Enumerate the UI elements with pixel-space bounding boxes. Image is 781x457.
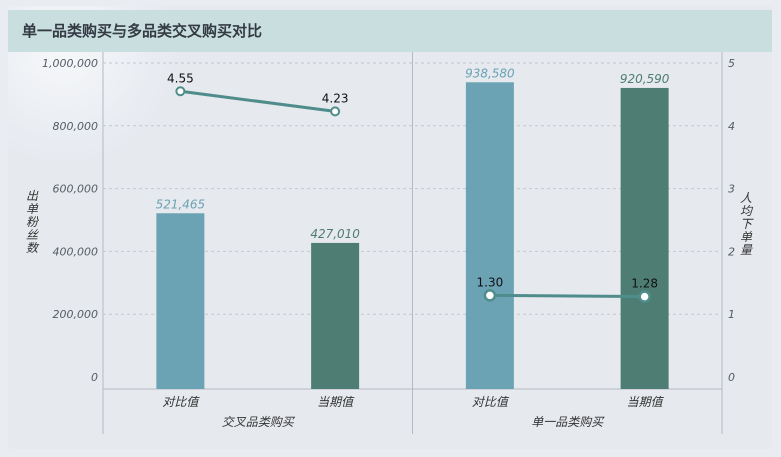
line-point — [483, 289, 497, 302]
line-point — [175, 86, 186, 97]
line-point — [330, 106, 341, 117]
category-tick-label: 当期值 — [317, 395, 355, 409]
bar-value-label: 427,010 — [310, 227, 360, 241]
bar — [156, 213, 205, 389]
left-tick-label: 600,000 — [53, 183, 99, 196]
chart-title: 单一品类购买与多品类交叉购买对比 — [22, 22, 263, 40]
right-tick-label: 3 — [728, 183, 735, 196]
series-line — [180, 89, 336, 113]
bar-value-label: 521,465 — [156, 197, 206, 211]
line-value-label: 4.23 — [322, 91, 349, 105]
line-value-label: 4.55 — [167, 71, 194, 85]
line-point — [638, 290, 651, 303]
category-tick-label: 对比值 — [162, 395, 200, 409]
category-tick-label: 当期值 — [627, 395, 665, 409]
right-tick-label: 5 — [728, 57, 735, 70]
right-tick-label: 1 — [728, 308, 735, 321]
title-bar: 单一品类购买与多品类交叉购买对比 — [8, 10, 772, 52]
bar — [465, 82, 514, 389]
left-tick-label: 0 — [91, 371, 98, 384]
right-tick-label: 2 — [728, 245, 735, 258]
line-value-label: 1.30 — [477, 275, 504, 289]
right-tick-label: 0 — [728, 371, 735, 384]
category-tick-label: 对比值 — [472, 395, 510, 409]
right-tick-label: 4 — [728, 120, 735, 133]
bar-value-label: 938,580 — [465, 66, 515, 80]
group-tick-label: 单一品类购买 — [531, 415, 605, 429]
line-value-label: 1.28 — [631, 277, 658, 291]
left-tick-label: 1,000,000 — [42, 57, 98, 70]
left-axis-title: 出单粉丝数 — [26, 189, 40, 255]
right-axis-title: 人均下单量 — [740, 191, 754, 257]
series-line — [489, 293, 645, 299]
group-tick-label: 交叉品类购买 — [222, 415, 296, 429]
bar — [620, 87, 669, 389]
left-tick-label: 800,000 — [53, 120, 99, 133]
left-tick-label: 400,000 — [53, 245, 99, 258]
bar — [311, 242, 360, 389]
left-tick-label: 200,000 — [53, 308, 99, 321]
bar-value-label: 920,590 — [620, 72, 670, 86]
